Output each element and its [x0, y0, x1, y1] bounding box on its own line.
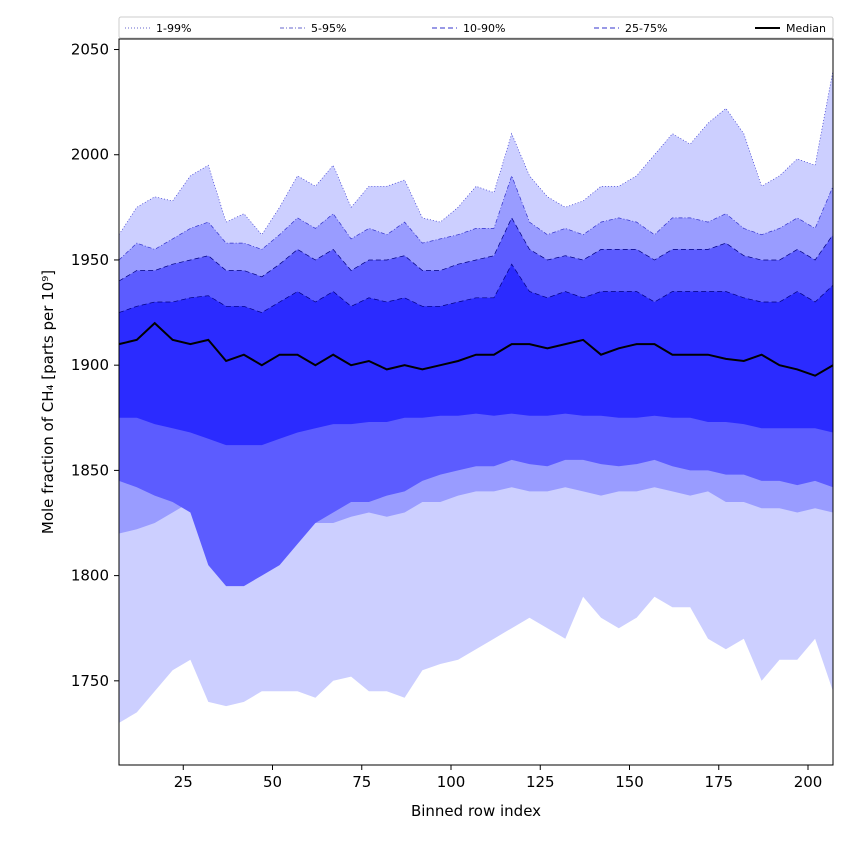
legend-label-Median: Median	[786, 22, 826, 35]
x-tick-label: 150	[615, 773, 644, 791]
band-upper-line-10-90%	[118, 217, 834, 282]
x-tick-label: 100	[437, 773, 466, 791]
y-tick-label: 1750	[71, 672, 109, 690]
percentile-bands	[119, 70, 833, 723]
x-tick-label: 50	[263, 773, 282, 791]
y-axis-ticks: 1750 1800 1850 1900 1950 2000 2050	[71, 41, 119, 690]
x-tick-label: 175	[704, 773, 733, 791]
y-tick-label: 1850	[71, 461, 109, 479]
x-tick-label: 75	[352, 773, 371, 791]
median-series	[118, 321, 834, 377]
plot-frame	[118, 38, 834, 766]
legend: 1-99% 5-95% 10-90% 25-75% Median	[118, 16, 834, 39]
y-tick-label: 1900	[71, 356, 109, 374]
legend-label-1-99%: 1-99%	[156, 22, 191, 35]
y-axis-label: Mole fraction of CH₄ [parts per 10⁹]	[39, 270, 57, 534]
band-upper-line-5-95%	[118, 174, 834, 261]
legend-label-5-95%: 5-95%	[311, 22, 346, 35]
band-outlines	[118, 70, 834, 313]
x-tick-label: 200	[794, 773, 823, 791]
x-axis-ticks: 25 50 75 100 125 150 175 200	[174, 765, 823, 791]
x-axis-label: Binned row index	[411, 802, 541, 820]
x-tick-label: 25	[174, 773, 193, 791]
median-line	[118, 321, 834, 377]
x-tick-label: 125	[526, 773, 555, 791]
y-tick-label: 1800	[71, 567, 109, 585]
legend-box	[118, 16, 834, 39]
y-tick-label: 1950	[71, 251, 109, 269]
y-tick-label: 2050	[71, 41, 109, 59]
legend-label-25-75%: 25-75%	[625, 22, 667, 35]
band-upper-line-25-75%	[118, 263, 834, 313]
legend-label-10-90%: 10-90%	[463, 22, 505, 35]
y-tick-label: 2000	[71, 146, 109, 164]
